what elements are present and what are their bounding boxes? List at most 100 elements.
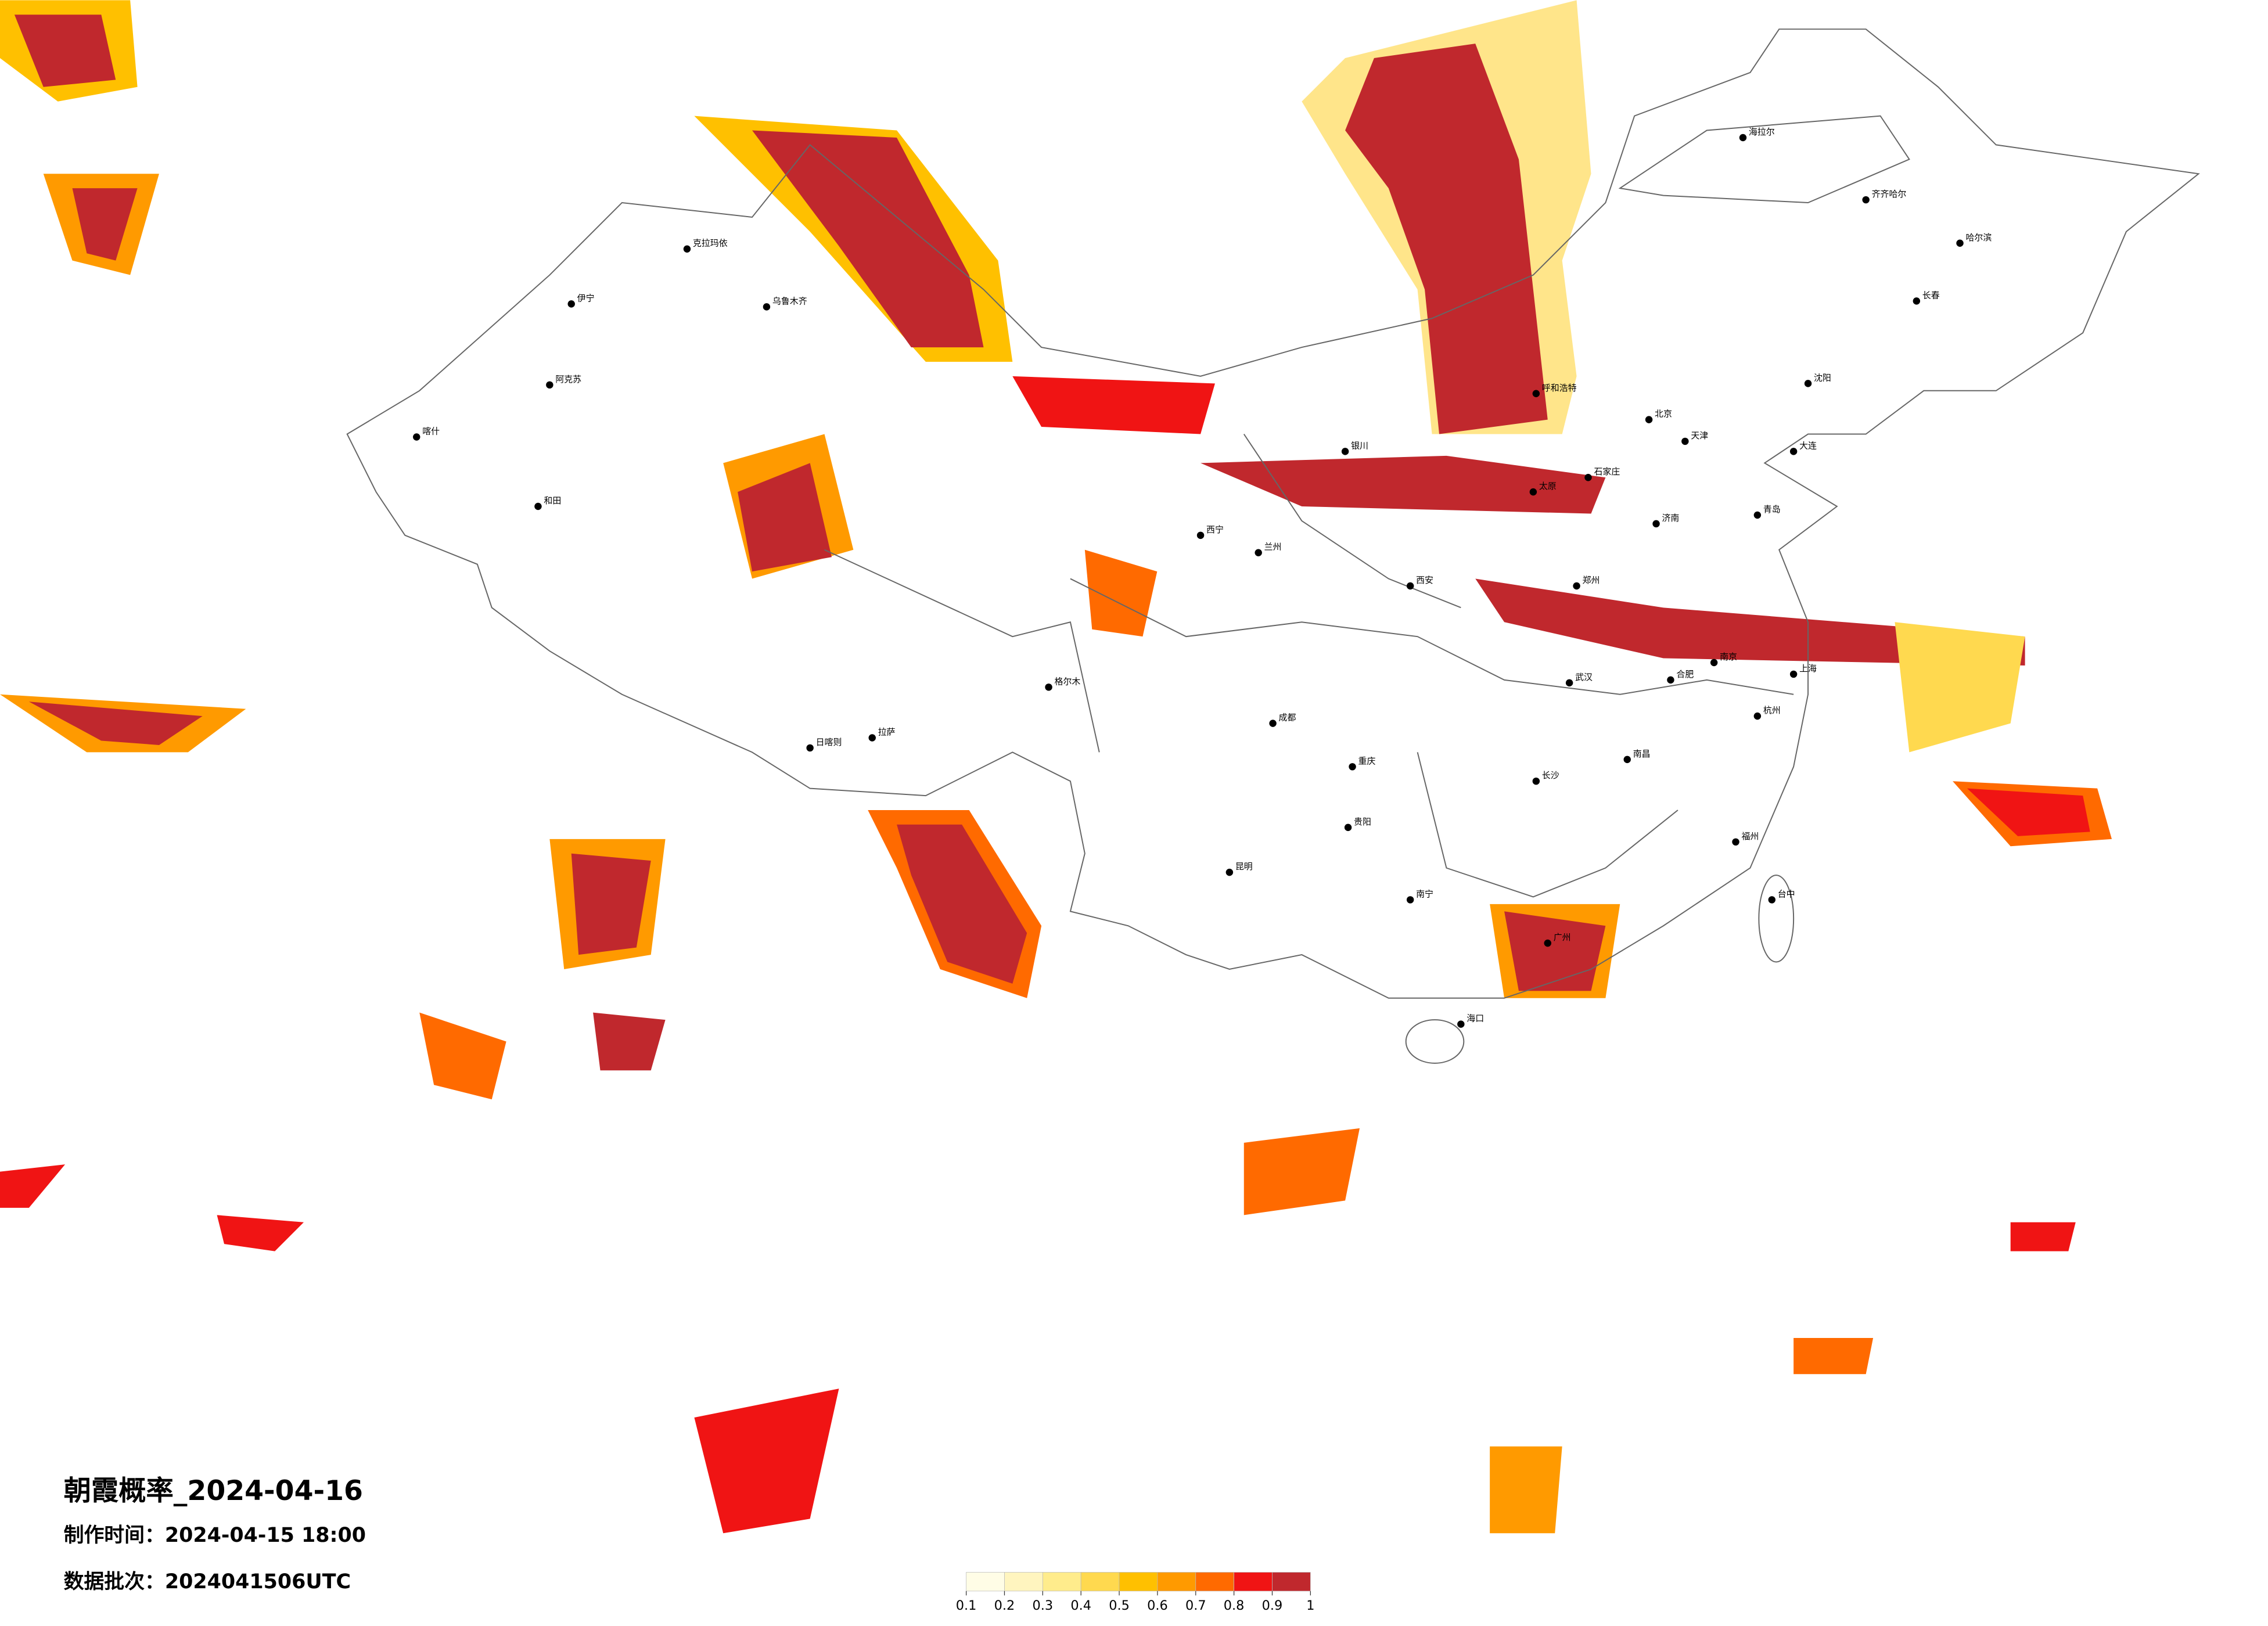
colorbar-tick-label: 0.3 <box>1033 1598 1054 1613</box>
city: 克拉玛依 <box>683 238 728 253</box>
city-label: 天津 <box>1691 430 1708 441</box>
city: 哈尔滨 <box>1956 232 1992 247</box>
city: 格尔木 <box>1045 676 1080 691</box>
city-label: 昆明 <box>1235 861 1253 872</box>
city: 南宁 <box>1406 888 1433 904</box>
city: 阿克苏 <box>546 374 581 389</box>
city: 杭州 <box>1753 705 1781 720</box>
colorbar-swatch <box>1042 1572 1081 1592</box>
city-label: 台中 <box>1778 888 1795 899</box>
city-label: 上海 <box>1799 663 1817 674</box>
colorbar-swatch <box>1157 1572 1196 1592</box>
borders <box>346 28 2200 1064</box>
city-label: 南宁 <box>1416 888 1433 899</box>
city-label: 青岛 <box>1763 504 1781 515</box>
city-label: 乌鲁木齐 <box>772 296 807 306</box>
city-label: 呼和浩特 <box>1542 383 1577 393</box>
city-label: 阿克苏 <box>555 374 581 384</box>
colorbar-swatch <box>1119 1572 1158 1592</box>
city-label: 海口 <box>1467 1013 1484 1024</box>
city: 济南 <box>1652 513 1679 528</box>
city-label: 南京 <box>1720 652 1737 662</box>
city-label: 和田 <box>544 495 561 506</box>
city: 海口 <box>1457 1013 1484 1028</box>
city-label: 太原 <box>1539 481 1557 491</box>
city-label: 克拉玛依 <box>693 238 728 249</box>
city-label: 银川 <box>1351 440 1368 451</box>
city-label: 石家庄 <box>1594 466 1620 477</box>
city: 成都 <box>1269 713 1296 727</box>
city-label: 长沙 <box>1542 770 1559 780</box>
city-label: 成都 <box>1279 713 1296 723</box>
city: 喀什 <box>413 426 440 441</box>
city: 长沙 <box>1532 770 1559 785</box>
map-title: 朝霞概率_2024-04-16 <box>64 1475 363 1507</box>
city: 兰州 <box>1255 542 1282 556</box>
probability-field <box>0 0 2112 1534</box>
city-label: 喀什 <box>422 426 440 437</box>
city-label: 大连 <box>1799 440 1817 451</box>
colorbar-tick-label: 0.8 <box>1224 1598 1245 1613</box>
city-label: 海拉尔 <box>1749 127 1775 137</box>
city: 和田 <box>534 495 561 510</box>
city: 贵阳 <box>1344 816 1371 832</box>
city: 伊宁 <box>567 293 595 308</box>
city: 长春 <box>1913 290 1940 305</box>
cities: 哈尔滨 长春 沈阳 海拉尔 齐齐哈尔 乌鲁木齐 克拉玛依 伊宁 阿克苏 喀什 和… <box>413 127 1992 1028</box>
colorbar-tick-label: 1 <box>1306 1598 1314 1613</box>
colorbar-swatch <box>966 1572 1005 1592</box>
city: 石家庄 <box>1584 466 1620 481</box>
city-label: 南昌 <box>1633 749 1651 759</box>
colorbar-tick-label: 0.6 <box>1147 1598 1168 1613</box>
city: 重庆 <box>1349 756 1376 771</box>
city: 拉萨 <box>868 727 896 742</box>
city: 青岛 <box>1753 504 1781 519</box>
city-label: 贵阳 <box>1354 816 1371 827</box>
city: 西宁 <box>1196 524 1224 539</box>
city-label: 兰州 <box>1264 542 1282 552</box>
colorbar-swatch <box>1234 1572 1273 1592</box>
colorbar-tick-label: 0.7 <box>1185 1598 1206 1613</box>
city: 天津 <box>1681 430 1708 445</box>
city-label: 福州 <box>1741 831 1759 841</box>
city: 南京 <box>1710 652 1737 667</box>
city: 广州 <box>1544 932 1571 947</box>
city-label: 西宁 <box>1206 524 1224 535</box>
city-label: 日喀则 <box>816 737 842 747</box>
colorbar-tick-label: 0.9 <box>1262 1598 1283 1613</box>
city: 太原 <box>1529 481 1557 496</box>
city: 日喀则 <box>806 737 842 752</box>
city-label: 广州 <box>1554 932 1571 942</box>
colorbar-tick-label: 0.1 <box>956 1598 977 1613</box>
city: 郑州 <box>1573 575 1600 590</box>
city-label: 哈尔滨 <box>1965 232 1992 243</box>
city: 武汉 <box>1565 672 1593 687</box>
city-label: 长春 <box>1922 290 1940 300</box>
city: 大连 <box>1789 440 1817 455</box>
colorbar: 0.1 0.2 0.3 0.4 0.5 0.6 0.7 0.8 0.9 1 <box>956 1572 1314 1613</box>
city-label: 北京 <box>1655 409 1672 419</box>
city: 乌鲁木齐 <box>763 296 807 311</box>
colorbar-swatch <box>1080 1572 1120 1592</box>
city: 银川 <box>1341 440 1368 455</box>
city: 西安 <box>1406 575 1433 590</box>
colorbar-swatch <box>1272 1572 1311 1592</box>
colorbar-tick-label: 0.2 <box>994 1598 1015 1613</box>
city-label: 沈阳 <box>1814 372 1831 383</box>
city: 合肥 <box>1667 669 1694 684</box>
colorbar-tick-label: 0.5 <box>1109 1598 1130 1613</box>
city: 南昌 <box>1623 749 1651 764</box>
issue-time: 制作时间：2024-04-15 18:00 <box>64 1524 366 1547</box>
data-batch: 数据批次：2024041506UTC <box>64 1570 351 1593</box>
city-label: 西安 <box>1416 575 1433 585</box>
city: 沈阳 <box>1804 372 1831 387</box>
city-label: 合肥 <box>1676 669 1694 679</box>
city: 昆明 <box>1225 861 1253 876</box>
city-label: 重庆 <box>1358 756 1376 766</box>
city-label: 武汉 <box>1575 672 1593 682</box>
city: 台中 <box>1768 888 1795 904</box>
city-label: 伊宁 <box>577 293 595 303</box>
colorbar-swatch <box>1004 1572 1043 1592</box>
